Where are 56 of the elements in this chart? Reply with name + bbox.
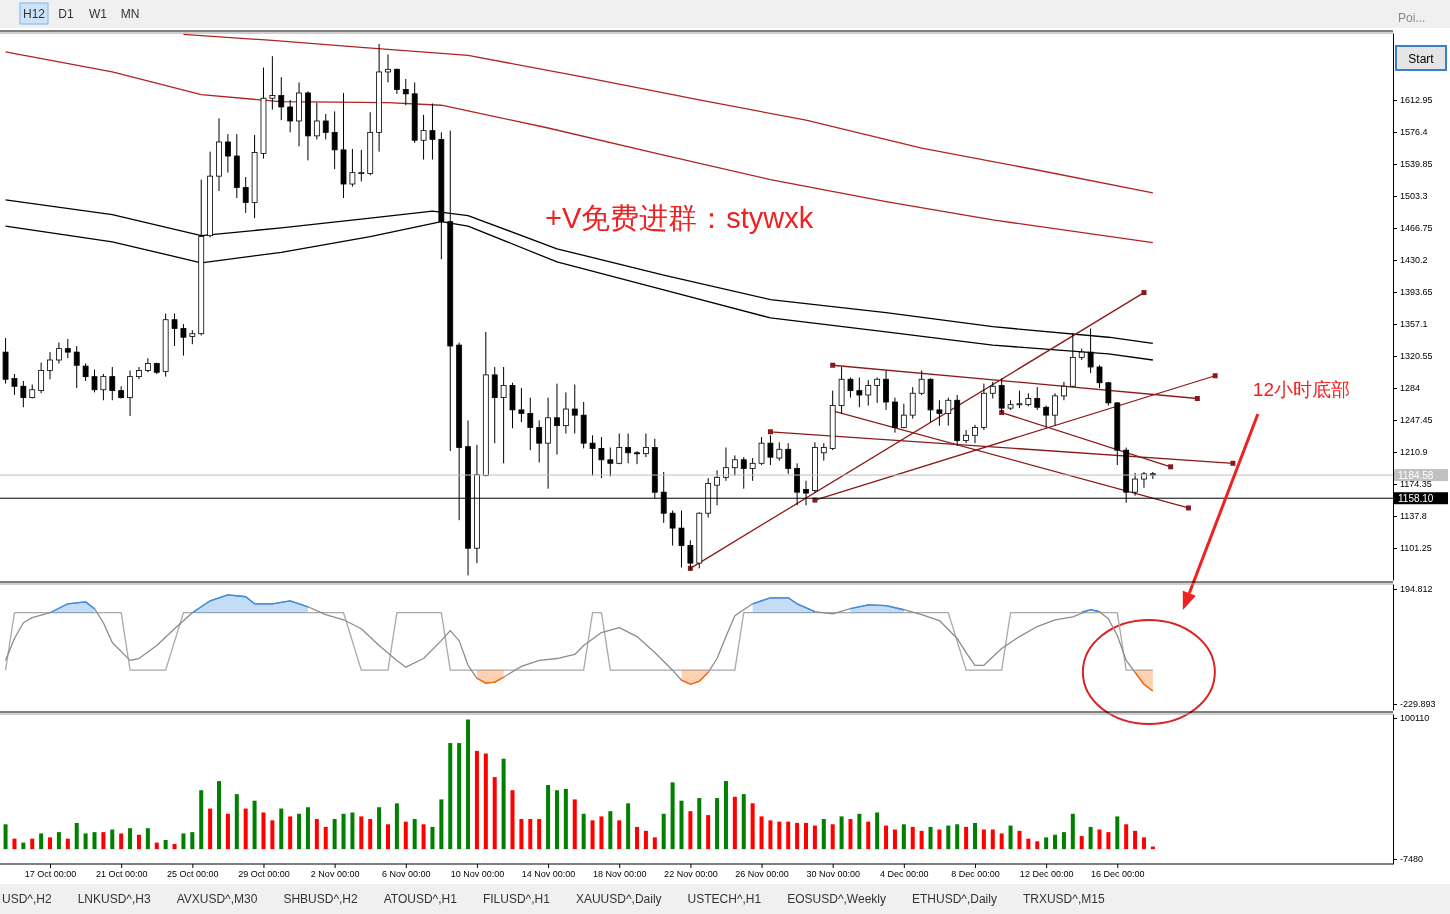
annotation: +V免费进群：stywxk (545, 202, 814, 234)
text: USTECH^,H1 (687, 892, 762, 906)
y-tick-label: 1503.3 (1400, 191, 1428, 202)
text: FILUSD^,H1 (482, 892, 551, 906)
y-tick-label: 1430.2 (1400, 255, 1428, 266)
text: W1 (89, 7, 108, 21)
x-tick-label: 21 Oct 00:00 (95, 869, 148, 880)
x-tick-label: 16 Dec 00:00 (1091, 869, 1145, 880)
x-tick-label: 26 Nov 00:00 (735, 869, 789, 880)
y-tick-label: 1466.75 (1400, 223, 1433, 234)
text: ETHUSD^,Daily (911, 892, 997, 906)
y-tick-label: 1210.9 (1400, 447, 1428, 458)
y-tick-label: 1393.65 (1400, 287, 1433, 298)
text: USD^,H2 (2, 892, 52, 906)
y-tick-label: -229.893 (1400, 699, 1436, 710)
text: SHBUSD^,H2 (283, 892, 359, 906)
text: Start (1408, 52, 1435, 66)
text: MN (120, 7, 140, 21)
text: H12 (22, 7, 46, 21)
y-tick-label: 1357.1 (1400, 319, 1428, 330)
y-tick-label: 1576.4 (1400, 127, 1428, 138)
x-tick-label: 6 Nov 00:00 (382, 869, 431, 880)
x-tick-label: 8 Dec 00:00 (951, 869, 1000, 880)
annotation: 12小时底部 (1252, 379, 1351, 400)
y-tick-label: 194.812 (1400, 584, 1433, 595)
text: TRXUSD^,M15 (1022, 892, 1105, 906)
y-tick-label: 1174.35 (1400, 479, 1432, 490)
x-tick-label: 22 Nov 00:00 (664, 869, 718, 880)
x-tick-label: 14 Nov 00:00 (521, 869, 576, 880)
x-tick-label: 10 Nov 00:00 (450, 869, 505, 880)
y-tick-label: 1539.85 (1400, 159, 1433, 170)
ref-line-label: 1184.58 (1398, 470, 1434, 482)
y-tick-label: 1612.95 (1400, 95, 1433, 106)
y-tick-label: 100110 (1400, 713, 1430, 724)
text: LNKUSD^,H3 (77, 892, 151, 906)
text: AVXUSD^,M30 (176, 892, 258, 906)
y-tick-label: 1101.25 (1400, 543, 1432, 554)
x-tick-label: 12 Dec 00:00 (1019, 869, 1074, 880)
x-tick-label: 2 Nov 00:00 (310, 869, 360, 880)
x-tick-label: 4 Dec 00:00 (880, 869, 929, 880)
text: D1 (58, 7, 74, 21)
x-tick-label: 29 Oct 00:00 (238, 869, 290, 880)
x-tick-label: 30 Nov 00:00 (806, 869, 860, 880)
text: Poi... (1398, 11, 1426, 25)
ref-line-label: 1158.10 (1398, 493, 1434, 505)
y-tick-label: 1320.55 (1400, 351, 1433, 362)
x-tick-label: 18 Nov 00:00 (592, 869, 647, 880)
text: EOSUSD^,Weekly (787, 892, 886, 906)
text: XAUUSD^,Daily (575, 892, 662, 906)
x-tick-label: 17 Oct 00:00 (24, 869, 77, 880)
y-tick-label: 1247.45 (1400, 415, 1433, 426)
x-tick-label: 25 Oct 00:00 (167, 869, 219, 880)
y-tick-label: 1284 (1400, 383, 1421, 394)
text: ATOUSD^,H1 (383, 892, 458, 906)
y-tick-label: -7480 (1400, 854, 1424, 865)
y-tick-label: 1137.8 (1400, 511, 1427, 522)
